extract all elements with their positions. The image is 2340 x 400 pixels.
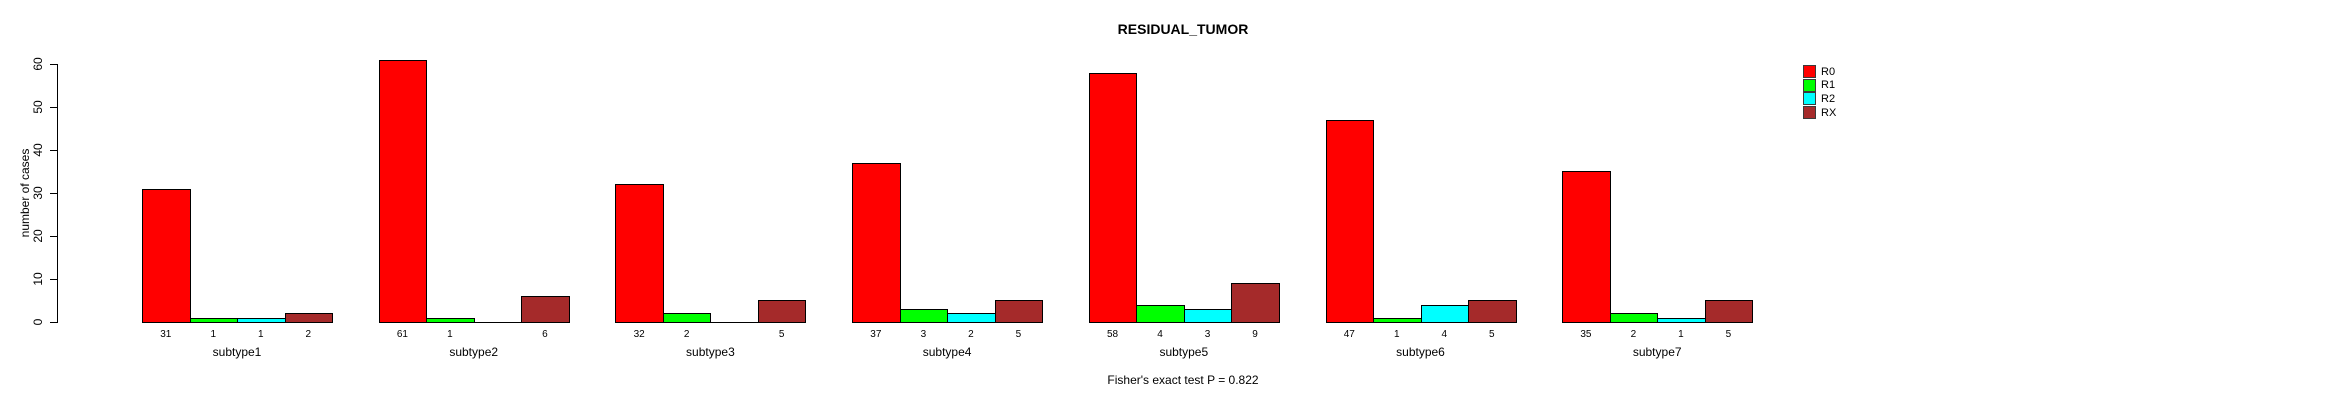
legend-item-r0: R0	[1803, 65, 1835, 78]
bar-value-label: 3	[920, 329, 927, 340]
bar-value-label: 4	[1441, 329, 1448, 340]
bar-r0-subtype4	[852, 163, 901, 323]
bar-r0-subtype3	[615, 184, 664, 323]
y-tick-label: 10	[31, 272, 45, 286]
bar-value-label: 5	[778, 329, 785, 340]
bar-r1-subtype3	[662, 313, 712, 323]
bar-r0-subtype1	[142, 189, 191, 323]
bar-value-label: 58	[1106, 329, 1119, 340]
y-tick-label: 30	[31, 186, 45, 200]
category-label: subtype6	[1396, 345, 1445, 359]
bar-value-label: 2	[968, 329, 974, 340]
bar-value-label: 1	[1393, 329, 1400, 340]
bar-value-label: 4	[1157, 329, 1163, 340]
bar-r1-subtype6	[1373, 318, 1422, 323]
bar-value-label: 37	[870, 329, 882, 340]
y-axis-tick	[50, 150, 57, 151]
legend-label-r1: R1	[1821, 79, 1836, 92]
category-label: subtype4	[922, 345, 972, 359]
legend-item-r1: R1	[1803, 78, 1836, 92]
legend-label-r0: R0	[1821, 65, 1836, 78]
bar-r0-subtype7	[1562, 171, 1611, 323]
bar-rx-subtype7	[1704, 300, 1754, 323]
bar-value-label: 5	[1488, 329, 1495, 340]
y-tick-label: 60	[31, 57, 45, 71]
bar-value-label: 3	[1204, 329, 1211, 340]
bar-r1-subtype4	[899, 309, 949, 323]
bar-value-label: 32	[633, 329, 645, 340]
y-axis-tick	[50, 64, 57, 65]
category-label: subtype1	[212, 345, 262, 359]
bar-value-label: 1	[257, 329, 264, 340]
legend-swatch-r1	[1803, 78, 1816, 92]
category-label: subtype3	[686, 345, 735, 359]
bar-rx-subtype5	[1231, 283, 1280, 323]
legend-swatch-r2	[1803, 92, 1816, 106]
bar-value-label: 2	[683, 329, 690, 340]
legend-item-r2: R2	[1803, 92, 1836, 106]
bar-value-label: 61	[396, 329, 408, 340]
y-axis-line	[57, 64, 58, 323]
bar-r0-subtype6	[1325, 120, 1374, 323]
y-axis-tick	[50, 107, 57, 108]
footnote-fishers-test: Fisher's exact test P = 0.822	[1107, 373, 1259, 387]
bar-value-label: 9	[1252, 329, 1258, 340]
bar-r1-subtype2	[426, 318, 475, 323]
y-axis-tick	[50, 193, 57, 194]
bar-r2-subtype4	[947, 313, 996, 323]
category-label: subtype7	[1632, 345, 1682, 359]
bar-value-label: 2	[1630, 329, 1637, 340]
bar-r2-subtype6	[1420, 305, 1469, 323]
bar-value-label: 6	[542, 329, 548, 340]
category-label: subtype5	[1159, 345, 1209, 359]
y-axis-label: number of cases	[18, 148, 32, 238]
bar-rx-subtype3	[757, 300, 807, 323]
bar-value-label: 2	[305, 329, 312, 340]
legend-swatch-r0	[1803, 65, 1816, 78]
bar-r2-subtype7	[1657, 318, 1706, 323]
chart-title: RESIDUAL_TUMOR	[1117, 21, 1249, 37]
bar-value-label: 31	[160, 329, 172, 340]
bar-value-label: 1	[210, 329, 217, 340]
bar-r0-subtype5	[1088, 73, 1138, 323]
category-label: subtype2	[449, 345, 499, 359]
y-axis-tick	[50, 236, 57, 237]
bar-r1-subtype7	[1609, 313, 1659, 323]
bar-r0-subtype2	[378, 60, 428, 323]
legend-item-rx: RX	[1803, 106, 1837, 120]
bar-rx-subtype1	[284, 313, 333, 323]
bar-value-label: 47	[1343, 329, 1355, 340]
bar-value-label: 1	[447, 329, 453, 340]
bar-value-label: 5	[1015, 329, 1022, 340]
bar-rx-subtype2	[521, 296, 570, 323]
bar-value-label: 1	[1678, 329, 1684, 340]
y-tick-label: 50	[31, 100, 45, 114]
legend-label-rx: RX	[1821, 106, 1837, 119]
bar-value-label: 5	[1725, 329, 1732, 340]
bar-r2-subtype1	[237, 318, 286, 323]
legend-swatch-rx	[1803, 106, 1816, 120]
bar-value-label: 35	[1580, 329, 1592, 340]
legend-label-r2: R2	[1821, 92, 1836, 105]
y-tick-label: 20	[31, 229, 45, 243]
bar-rx-subtype4	[994, 300, 1044, 323]
bar-r1-subtype1	[189, 318, 238, 323]
y-axis-tick	[50, 279, 57, 280]
bar-r1-subtype5	[1136, 305, 1185, 323]
y-tick-label: 40	[31, 143, 45, 157]
bar-r2-subtype5	[1183, 309, 1233, 323]
bar-rx-subtype6	[1468, 300, 1517, 323]
y-tick-label: 0	[31, 318, 45, 326]
y-axis-tick	[50, 322, 57, 323]
